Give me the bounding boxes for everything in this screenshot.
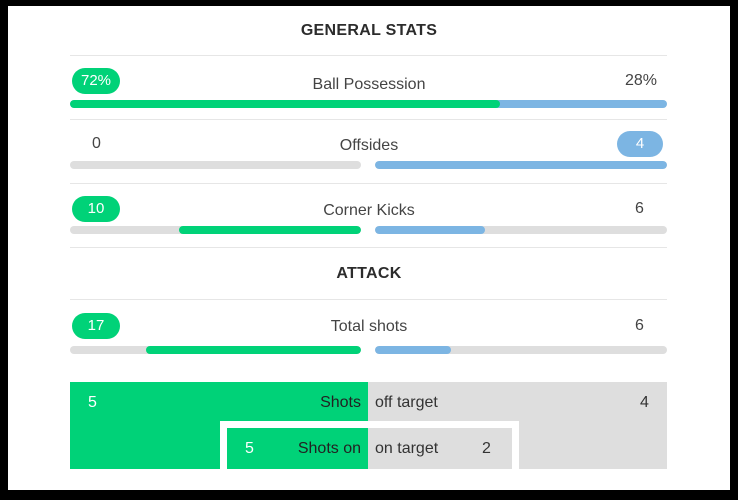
divider [70,55,667,56]
home-total-shots-badge: 17 [72,313,120,339]
away-corners-bar [375,226,667,234]
home-total-shots-bar [70,346,361,354]
home-corners-badge: 10 [72,196,120,222]
home-shots-off-value: 5 [88,394,97,411]
home-total-shots-fill [145,346,361,354]
away-shots-on-block [368,428,512,469]
attack-title: ATTACK [336,265,402,282]
home-corners-bar [70,226,361,234]
away-corners-fill [375,226,485,234]
home-offsides-value: 0 [92,135,101,152]
home-possession-fill [70,100,500,108]
divider [70,247,667,248]
match-stats-panel: GENERAL STATS 72% Ball Possession 28% 0 … [8,6,730,490]
possession-bar [70,100,667,108]
home-possession-badge: 72% [72,68,120,94]
away-offsides-badge: 4 [617,131,663,157]
away-shots-on-label: on target [375,440,439,457]
away-shots-off-label: off target [375,394,438,411]
away-possession-value: 28% [625,72,658,89]
home-offsides-bar [70,161,361,169]
divider [70,299,667,300]
away-shots-on-value: 2 [482,440,491,457]
home-shots-on-label: Shots on [297,440,361,457]
ball-possession-label: Ball Possession [312,76,426,93]
away-total-shots-value: 6 [635,317,644,334]
home-shots-on-block [227,428,368,469]
general-stats-title: GENERAL STATS [300,22,438,39]
home-corners-fill [179,226,361,234]
home-shots-off-label: Shots [320,394,361,411]
divider [70,119,667,120]
away-corners-value: 6 [635,200,644,217]
away-offsides-fill [375,161,667,169]
away-offsides-bar [375,161,667,169]
away-shots-off-value: 4 [640,394,649,411]
away-total-shots-bar [375,346,667,354]
offsides-label: Offsides [339,137,399,154]
home-shots-on-value: 5 [245,440,254,457]
total-shots-label: Total shots [330,318,408,335]
divider [70,183,667,184]
corner-kicks-label: Corner Kicks [323,202,415,219]
away-total-shots-fill [375,346,452,354]
